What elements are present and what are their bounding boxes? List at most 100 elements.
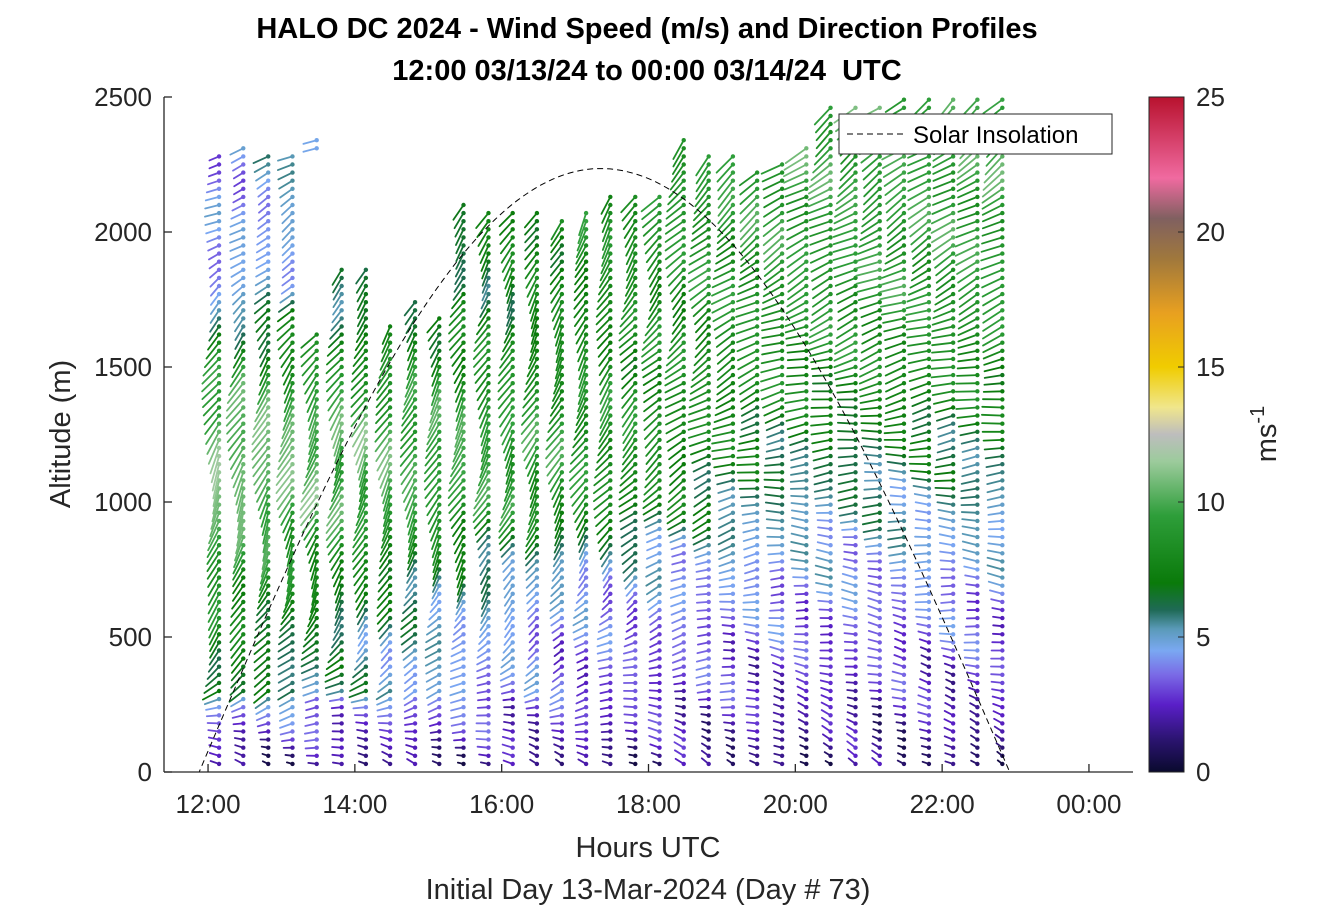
wind-barb <box>356 495 367 519</box>
wind-barb-base <box>730 340 736 345</box>
wind-barb <box>575 511 588 531</box>
wind-barb-base <box>339 300 344 305</box>
wind-barb-base <box>216 656 222 661</box>
wind-barb <box>305 382 318 404</box>
wind-barb-base <box>314 567 319 572</box>
wind-barb-base <box>461 640 466 645</box>
wind-barb-base <box>657 332 662 337</box>
wind-barb <box>300 341 318 358</box>
wind-barb <box>209 641 220 659</box>
wind-barb <box>810 357 832 364</box>
wind-barb <box>883 422 905 428</box>
wind-barb-base <box>804 283 809 289</box>
wind-barb <box>255 260 270 270</box>
wind-barb <box>712 422 734 431</box>
wind-barb-base <box>657 624 662 629</box>
wind-barb-base <box>412 599 418 605</box>
wind-barb <box>739 495 759 499</box>
wind-barb-base <box>779 316 785 321</box>
wind-barb <box>499 220 514 236</box>
wind-barb <box>983 382 1004 386</box>
wind-barb <box>599 544 612 560</box>
wind-barb <box>618 317 637 335</box>
wind-barb-base <box>583 227 589 232</box>
wind-barb-base <box>412 316 418 321</box>
wind-barb-base <box>486 324 491 329</box>
wind-barb <box>645 560 661 569</box>
wind-barb <box>530 301 538 322</box>
wind-barb-base <box>877 364 882 370</box>
wind-barb <box>956 260 979 275</box>
wind-barb <box>530 325 538 345</box>
wind-barb-base <box>681 575 686 580</box>
wind-barb <box>862 204 881 221</box>
wind-barb <box>836 325 857 339</box>
wind-barb <box>428 406 441 432</box>
wind-barb-base <box>779 332 785 337</box>
wind-barb <box>208 325 220 342</box>
wind-barb <box>333 463 343 486</box>
wind-barb <box>454 260 465 278</box>
wind-barb-base <box>681 235 686 240</box>
wind-barb-base <box>363 267 369 272</box>
wind-barb-base <box>290 283 295 289</box>
wind-barb-base <box>241 745 246 750</box>
wind-barb <box>962 548 979 555</box>
wind-barb <box>879 285 905 293</box>
wind-barb <box>645 584 661 596</box>
wind-barb-base <box>486 275 491 281</box>
wind-barb <box>956 366 979 370</box>
wind-barb-base <box>877 696 882 702</box>
wind-barb-base <box>828 178 833 183</box>
wind-barb-base <box>437 348 442 353</box>
wind-barb <box>738 276 759 288</box>
wind-barb-base <box>290 713 295 718</box>
wind-barb-base <box>901 583 907 588</box>
wind-barb-base <box>363 753 369 758</box>
wind-barb-base <box>706 543 711 548</box>
wind-barb-base <box>730 664 736 669</box>
wind-barb <box>884 252 905 265</box>
wind-barb-base <box>559 332 565 337</box>
wind-barb-base <box>877 154 882 159</box>
wind-barb-base <box>730 745 736 750</box>
wind-barb-base <box>412 664 418 669</box>
wind-barb-base <box>706 194 711 200</box>
wind-barb-base <box>363 340 369 345</box>
wind-barb <box>307 609 318 628</box>
wind-barb <box>473 333 490 352</box>
wind-barb <box>986 549 1004 555</box>
wind-barb-base <box>583 389 589 394</box>
wind-barb <box>281 220 294 233</box>
chart-subtitle: 12:00 03/13/24 to 00:00 03/14/24 UTC <box>392 55 901 87</box>
wind-barb-base <box>266 372 271 378</box>
wind-barb <box>641 357 661 372</box>
wind-barb-base <box>853 583 858 588</box>
wind-barb <box>254 698 270 709</box>
wind-barb-base <box>266 705 271 710</box>
wind-barb <box>355 649 367 663</box>
wind-barb-base <box>314 462 319 467</box>
wind-barb <box>406 568 416 584</box>
wind-barb-base <box>853 705 858 710</box>
wind-barb <box>500 657 514 669</box>
wind-barb <box>808 333 832 345</box>
wind-barb-base <box>779 567 785 572</box>
wind-barb-base <box>608 745 613 750</box>
wind-barb-base <box>730 518 736 524</box>
wind-barb <box>672 147 685 168</box>
wind-barb-base <box>1000 518 1005 524</box>
wind-barb-base <box>779 607 785 613</box>
wind-barb <box>575 244 588 265</box>
wind-barb <box>980 413 1004 417</box>
wind-barb-base <box>901 664 907 669</box>
wind-barb-base <box>437 761 442 767</box>
wind-barb <box>743 592 759 597</box>
wind-barb <box>481 276 490 294</box>
wind-barb <box>671 285 685 303</box>
colorbar-tick-label: 5 <box>1196 622 1210 652</box>
wind-barb <box>478 633 490 645</box>
wind-barb-base <box>804 494 809 499</box>
wind-barb-base <box>926 510 932 515</box>
wind-barb-base <box>877 494 882 499</box>
